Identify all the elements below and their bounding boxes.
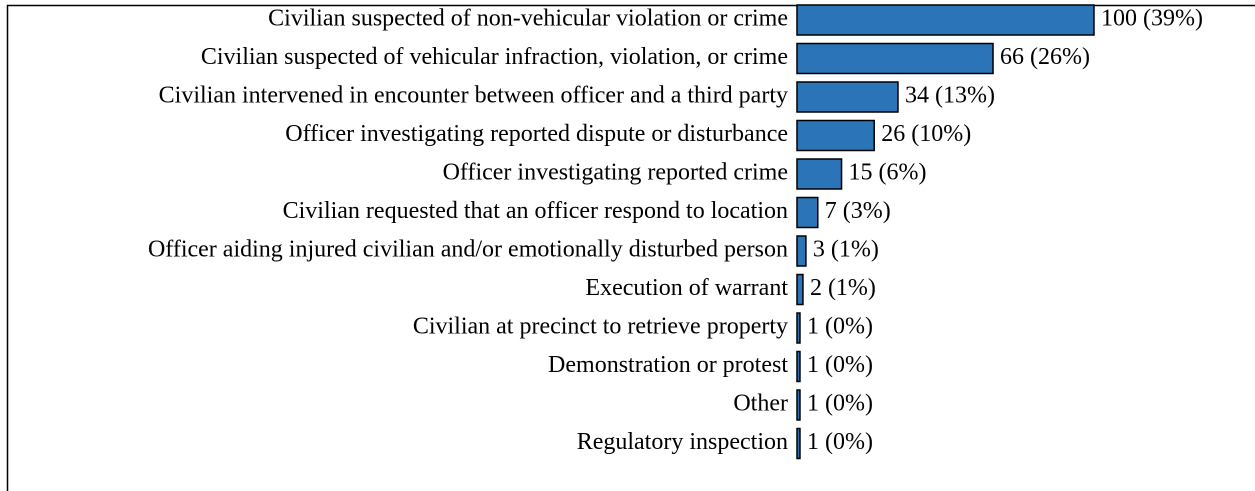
category-label: Civilian at precinct to retrieve propert… (413, 314, 788, 340)
bar (796, 196, 819, 229)
value-label: 2 (1%) (810, 275, 876, 301)
value-label: 1 (0%) (807, 429, 873, 455)
bar (796, 235, 807, 267)
bar (796, 158, 843, 190)
bar (796, 273, 804, 306)
category-label: Civilian requested that an officer respo… (283, 198, 788, 224)
value-label: 26 (10%) (881, 121, 971, 147)
bar (796, 427, 801, 460)
value-label: 34 (13%) (905, 83, 995, 109)
category-label: Officer investigating reported crime (443, 160, 788, 186)
category-label: Officer investigating reported dispute o… (285, 121, 788, 147)
bar (796, 312, 801, 344)
bar (796, 350, 801, 383)
category-label: Demonstration or protest (548, 352, 788, 378)
category-label: Other (733, 391, 788, 417)
value-label: 1 (0%) (807, 391, 873, 417)
value-label: 100 (39%) (1101, 6, 1203, 32)
category-label: Civilian intervened in encounter between… (159, 83, 788, 109)
category-label: Civilian suspected of non-vehicular viol… (268, 6, 788, 32)
bar (796, 119, 875, 152)
category-label: Officer aiding injured civilian and/or e… (148, 237, 788, 263)
value-label: 1 (0%) (807, 352, 873, 378)
value-label: 66 (26%) (1000, 44, 1090, 70)
value-label: 1 (0%) (807, 314, 873, 340)
category-label: Execution of warrant (585, 275, 788, 301)
bar (796, 389, 801, 421)
category-label: Civilian suspected of vehicular infracti… (201, 44, 788, 70)
category-label: Regulatory inspection (577, 429, 788, 455)
value-label: 7 (3%) (825, 198, 891, 224)
bar (796, 42, 994, 75)
bar (796, 81, 899, 113)
value-label: 3 (1%) (813, 237, 879, 263)
value-label: 15 (6%) (849, 160, 927, 186)
bar (796, 4, 1095, 36)
